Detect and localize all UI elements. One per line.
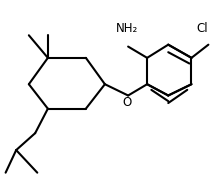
- Text: O: O: [122, 96, 132, 109]
- Text: NH₂: NH₂: [116, 22, 138, 35]
- Text: Cl: Cl: [196, 22, 208, 35]
